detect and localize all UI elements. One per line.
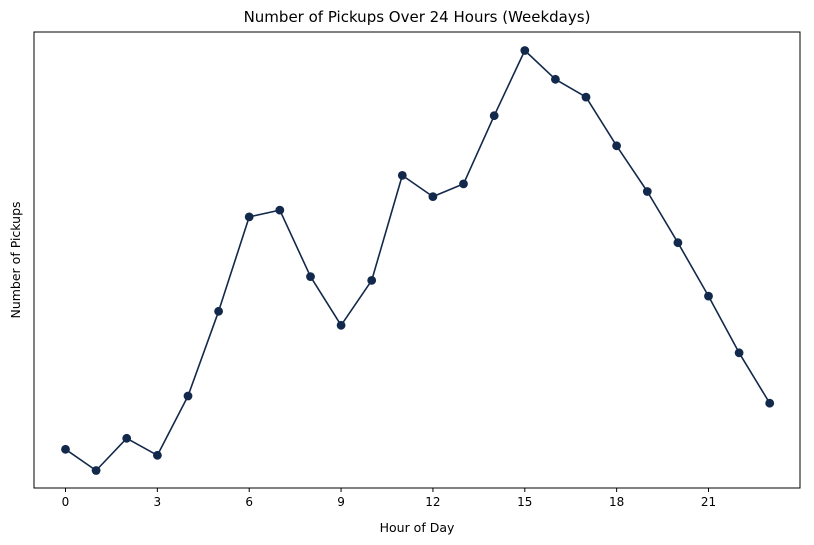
plot-frame: [33, 31, 801, 489]
data-point: [336, 320, 346, 330]
data-point: [734, 348, 744, 358]
data-point: [214, 306, 224, 316]
x-tick-label: 9: [337, 495, 345, 509]
data-point: [153, 450, 162, 460]
x-tick-label: 15: [517, 495, 532, 509]
x-axis-ticks: 0 3 6 9 12 15 18 21: [62, 488, 716, 509]
data-point: [642, 187, 652, 196]
x-tick-label: 0: [62, 495, 70, 509]
data-point: [244, 212, 254, 222]
x-tick-label: 21: [701, 495, 716, 509]
data-point: [520, 46, 530, 55]
data-point: [765, 398, 775, 408]
data-point: [551, 74, 560, 84]
data-point: [581, 92, 591, 102]
data-point: [122, 433, 132, 443]
data-point: [397, 171, 407, 180]
x-tick-label: 12: [425, 495, 440, 509]
y-axis-label: Number of Pickups: [8, 201, 23, 318]
chart-title: Number of Pickups Over 24 Hours (Weekday…: [244, 8, 591, 26]
data-point: [367, 276, 377, 285]
x-tick-label: 6: [245, 495, 253, 509]
x-tick-label: 3: [154, 495, 162, 509]
data-point: [673, 238, 683, 248]
data-point: [91, 466, 101, 475]
data-point: [275, 205, 285, 215]
data-point: [459, 179, 468, 189]
series-line: [65, 49, 771, 472]
x-tick-label: 18: [609, 495, 624, 509]
data-point: [489, 111, 499, 121]
series-layer: [61, 46, 775, 475]
data-point: [183, 391, 193, 401]
data-point: [61, 444, 70, 454]
data-point: [306, 272, 315, 281]
x-axis-label: Hour of Day: [380, 520, 455, 535]
data-point: [612, 141, 621, 151]
data-point: [704, 291, 713, 301]
data-point: [428, 192, 438, 202]
